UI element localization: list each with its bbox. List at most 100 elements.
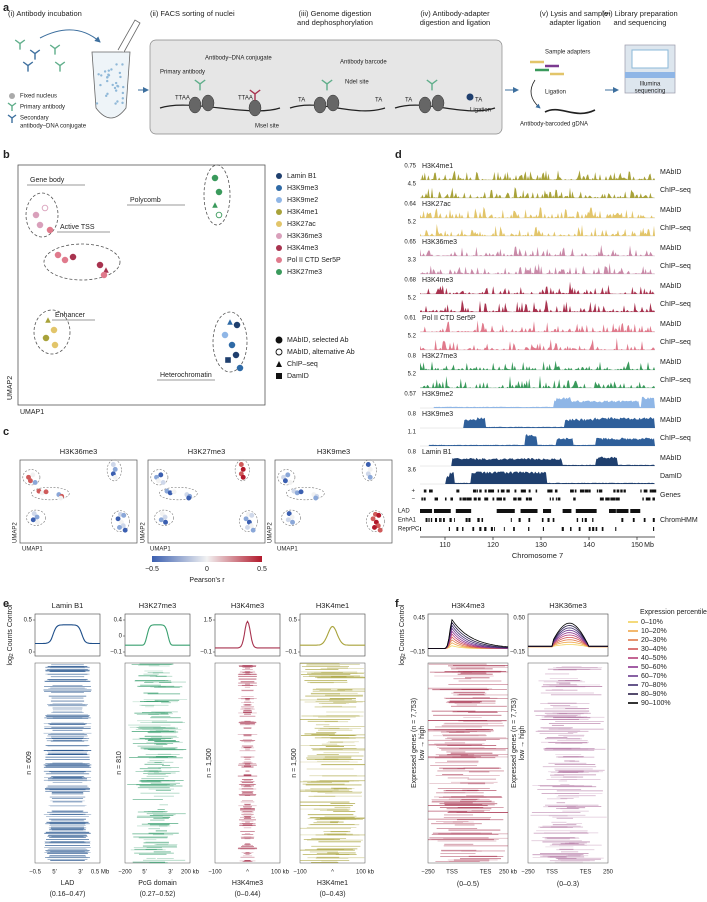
tube-nucleus	[113, 86, 117, 90]
state-label: LAD	[398, 509, 410, 515]
gene	[435, 497, 438, 501]
tube-nucleus	[100, 74, 103, 77]
ligation-arrow	[530, 79, 541, 109]
umap-point	[112, 466, 118, 472]
umap-point	[42, 334, 50, 342]
x-axis-label: PcG domain	[138, 880, 177, 887]
chromhmm-segment	[653, 527, 655, 531]
panel-label: b	[3, 149, 10, 161]
gene	[585, 489, 589, 493]
subplot-title: H3K27me3	[188, 447, 226, 456]
x-unit: Mb	[644, 542, 654, 549]
gene	[610, 497, 615, 501]
track-scale: 5.2	[408, 296, 417, 302]
tube-nucleus	[114, 102, 117, 105]
gene	[521, 489, 525, 493]
x-tick-label: 100 kb	[271, 870, 290, 876]
cluster-label: Active TSS	[60, 224, 95, 231]
umap-point	[162, 514, 168, 520]
gene	[450, 497, 453, 501]
subplot-title: H3K4me3	[231, 601, 264, 610]
x-tick-label: 250	[603, 870, 614, 876]
range-label: (0.16–0.47)	[50, 891, 86, 898]
y-tick-label: 0.45	[413, 616, 425, 622]
umap-point	[377, 527, 383, 533]
antibody-icon	[249, 89, 261, 101]
umap-point	[69, 253, 77, 261]
chromhmm-segment	[472, 527, 475, 531]
chromhmm-segment	[632, 518, 635, 522]
ligase	[466, 93, 474, 101]
umap-point	[46, 226, 54, 234]
antibody-icon	[426, 79, 438, 91]
legend-label: H3K4me1	[287, 209, 318, 216]
gene	[549, 497, 551, 501]
track-label: ChIP–seq	[660, 225, 691, 232]
y-axis-label-part: Control	[399, 604, 406, 627]
track-scale: 0.65	[404, 240, 416, 246]
umap-point	[27, 478, 33, 484]
umap-point	[250, 527, 256, 533]
gene	[652, 489, 657, 493]
gene	[642, 497, 644, 501]
umap-point	[286, 511, 292, 517]
chromhmm-segment	[513, 527, 515, 531]
subplot-title: H3K4me1	[316, 601, 349, 610]
legend-label: 50–60%	[641, 664, 667, 671]
profile-frame	[299, 613, 366, 657]
x-tick-label: −100	[293, 870, 307, 876]
track-scale: 0.75	[404, 164, 416, 170]
annotation: Ligation	[545, 90, 566, 96]
step-title: (iii) Genome digestion	[299, 9, 372, 18]
gene	[507, 489, 510, 493]
legend-swatch	[276, 209, 282, 215]
umap-point	[248, 523, 254, 529]
x-tick-label: −250	[521, 870, 535, 876]
annotation: Primary antibody	[160, 70, 205, 76]
x-tick-label: 150	[631, 542, 643, 549]
heatmap-label: low → high	[519, 726, 526, 761]
subplot-title: H3K27me3	[139, 601, 177, 610]
antibody-icon	[321, 79, 333, 91]
site-label: TA	[405, 98, 412, 104]
cluster-outline	[286, 486, 325, 501]
x-tick-label: TES	[580, 870, 592, 876]
gene	[550, 489, 553, 493]
gene	[484, 489, 486, 493]
tube	[91, 51, 131, 119]
y-axis-label-part: Counts	[399, 629, 406, 652]
chromhmm-segment	[601, 527, 604, 531]
colorbar-tick: 0.5	[257, 566, 267, 573]
umap-point	[32, 480, 38, 485]
x-tick-label: TSS	[546, 870, 558, 876]
step-title: (vi) Library preparation	[602, 9, 677, 18]
profile-frame	[427, 613, 509, 657]
subplot-title: Lamin B1	[52, 601, 84, 610]
y-axis-label: log2Counts Control	[7, 604, 15, 665]
panel-label: e	[3, 598, 9, 610]
gene	[459, 497, 462, 501]
track-label: MAbID	[660, 455, 681, 462]
chromhmm-segment	[443, 518, 445, 522]
colorbar	[152, 556, 262, 562]
umap-point	[121, 512, 127, 518]
gene	[649, 489, 652, 493]
gene	[488, 489, 492, 493]
gene	[554, 489, 558, 493]
gene	[645, 497, 650, 501]
track-label: MAbID	[660, 359, 681, 366]
subplot-title: H3K36me3	[60, 447, 98, 456]
gene	[499, 497, 502, 501]
umap-point	[61, 256, 69, 264]
legend-label: H3K9me2	[287, 197, 318, 204]
chromhmm-segment	[449, 518, 452, 522]
chromhmm-segment	[578, 527, 581, 531]
tube-nucleus	[95, 102, 99, 105]
gene	[469, 497, 472, 501]
chromhmm-segment	[481, 518, 484, 522]
axis-label: UMAP2	[13, 522, 19, 543]
umap-frame	[147, 459, 266, 544]
y-axis-label-part: 2	[9, 653, 15, 656]
tube-nucleus	[121, 91, 125, 95]
signal-track	[420, 299, 655, 312]
